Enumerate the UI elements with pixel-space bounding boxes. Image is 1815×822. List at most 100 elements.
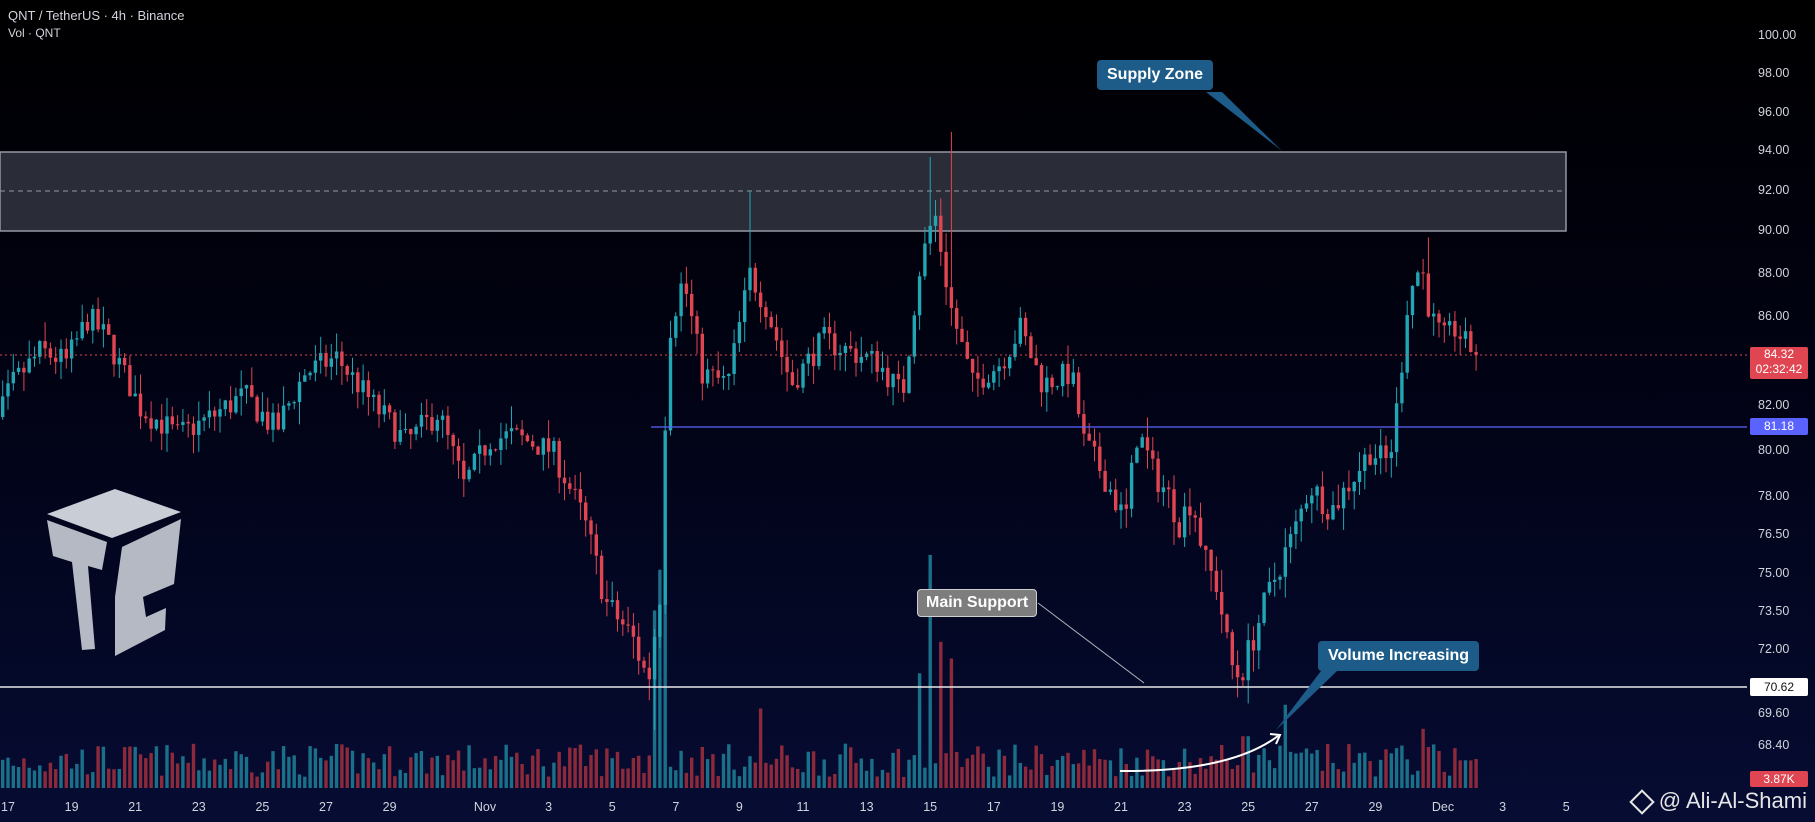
candle-body xyxy=(589,520,593,535)
volume-bar xyxy=(774,758,779,788)
last-price-tag: 84.32 02:32:42 xyxy=(1750,347,1808,379)
candle-body xyxy=(366,380,371,397)
candle-body xyxy=(748,267,752,291)
candle-body xyxy=(1315,486,1319,496)
supply-zone-callout[interactable]: Supply Zone xyxy=(1097,60,1213,90)
volume-bar xyxy=(472,768,477,788)
volume-bar xyxy=(1108,760,1113,788)
candle-body xyxy=(128,365,132,397)
x-tick-label: 29 xyxy=(382,800,397,814)
volume-bar xyxy=(981,753,985,788)
volume-bar xyxy=(727,744,731,788)
candle-body xyxy=(250,385,254,397)
volume-bar xyxy=(393,776,397,788)
volume-increasing-callout[interactable]: Volume Increasing xyxy=(1318,641,1480,671)
candle-body xyxy=(228,400,233,413)
candle-body xyxy=(891,373,895,388)
volume-bar xyxy=(912,755,916,788)
candle-body xyxy=(811,353,816,367)
volume-bar xyxy=(377,769,381,788)
candle-body xyxy=(160,419,164,434)
volume-bar xyxy=(1055,759,1060,788)
candle-body xyxy=(271,412,275,430)
volume-bar xyxy=(313,748,318,788)
candle-body xyxy=(1394,403,1399,453)
candle-body xyxy=(1124,504,1128,509)
volume-bar xyxy=(817,775,821,788)
candle-body xyxy=(992,371,996,383)
candle-body xyxy=(361,380,365,393)
y-tick-label: 75.00 xyxy=(1758,566,1790,580)
candle-body xyxy=(711,369,715,371)
volume-bar xyxy=(144,758,148,788)
volume-bar xyxy=(1336,769,1340,788)
volume-bar xyxy=(1177,762,1181,788)
volume-bar xyxy=(833,773,837,788)
candle-body xyxy=(377,394,381,415)
x-tick-label: 7 xyxy=(672,800,680,814)
volume-bar xyxy=(266,761,270,788)
candle-body xyxy=(202,417,206,421)
candle-body xyxy=(1320,486,1325,515)
candle-body xyxy=(584,502,588,521)
volume-bar xyxy=(552,762,556,788)
candle-body xyxy=(785,356,789,373)
candle-body xyxy=(213,410,217,417)
candle-body xyxy=(85,321,90,331)
x-tick-label: 27 xyxy=(1304,800,1319,814)
volume-bar xyxy=(1278,745,1282,788)
candle-body xyxy=(1469,331,1473,353)
candle-body xyxy=(1172,489,1176,523)
volume-bar xyxy=(1023,766,1028,788)
author-watermark: @ Ali-Al-Shami xyxy=(1629,788,1807,815)
volume-bar xyxy=(1267,760,1272,788)
volume-bar xyxy=(743,766,747,788)
volume-bar xyxy=(986,766,991,788)
volume-bar xyxy=(213,759,217,788)
volume-bar xyxy=(1331,762,1335,788)
main-support-connector xyxy=(1037,602,1145,684)
candle-body xyxy=(939,215,943,252)
candle-body xyxy=(1076,372,1081,415)
x-tick-label: Nov xyxy=(473,800,497,814)
candle-body xyxy=(446,415,450,435)
volume-bar xyxy=(870,758,874,788)
volume-bar xyxy=(250,772,254,788)
candle-body xyxy=(107,324,111,335)
candle-body xyxy=(1209,549,1213,571)
volume-bar xyxy=(260,772,265,788)
volume-bar xyxy=(101,746,106,788)
candle-body xyxy=(875,350,879,372)
volume-bar xyxy=(467,745,471,788)
candle-body xyxy=(1331,505,1335,520)
candle-body xyxy=(705,369,710,384)
candle-body xyxy=(525,435,530,442)
candle-body xyxy=(48,348,53,358)
volume-bar xyxy=(372,762,376,788)
candle-body xyxy=(1405,315,1409,373)
candle-body xyxy=(478,445,482,454)
volume-bar xyxy=(578,744,583,788)
volume-bar xyxy=(1114,776,1118,788)
candle-body xyxy=(165,416,169,434)
volume-increasing-pointer xyxy=(1276,671,1337,730)
candle-body xyxy=(281,405,286,430)
candle-body xyxy=(1262,592,1266,624)
candle-body xyxy=(1389,452,1393,459)
candle-body xyxy=(562,477,567,484)
volume-bar xyxy=(1400,745,1404,788)
candle-body xyxy=(1145,437,1150,451)
main-support-callout[interactable]: Main Support xyxy=(917,589,1038,617)
candle-body xyxy=(679,283,683,317)
volume-bar xyxy=(107,768,111,788)
y-tick-label: 76.50 xyxy=(1758,527,1790,541)
volume-bar xyxy=(1241,736,1245,788)
volume-bar xyxy=(1008,775,1012,788)
volume-bar xyxy=(822,759,826,788)
volume-bar xyxy=(244,756,249,788)
candle-body xyxy=(1151,450,1155,459)
volume-bar xyxy=(112,769,116,788)
candle-body xyxy=(345,365,349,375)
candle-body xyxy=(319,353,323,361)
